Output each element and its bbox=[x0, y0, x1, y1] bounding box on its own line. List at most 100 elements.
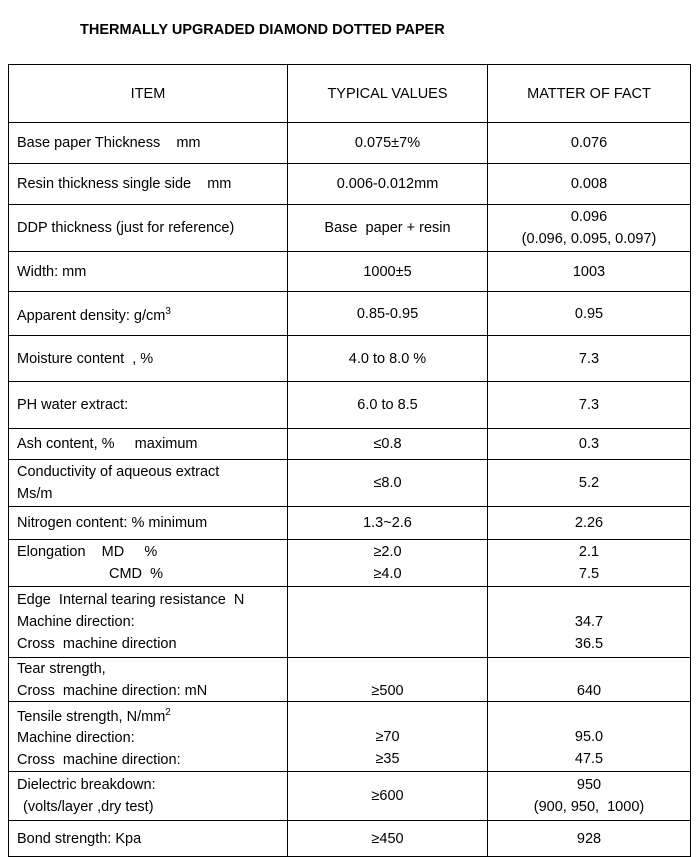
cell: 1.3~2.6 bbox=[287, 506, 488, 540]
cell-lines: Resin thickness single side mm bbox=[9, 164, 287, 204]
cell-lines: 7.3 bbox=[488, 336, 690, 381]
cell bbox=[287, 586, 488, 658]
cell: 0.3 bbox=[487, 428, 691, 460]
title: THERMALLY UPGRADED DIAMOND DOTTED PAPER bbox=[80, 22, 445, 38]
cell-text: DDP thickness (just for reference) bbox=[17, 220, 235, 236]
table-row: DDP thickness (just for reference) Base p… bbox=[8, 204, 691, 252]
cell: Nitrogen content: % minimum bbox=[8, 506, 288, 540]
cell: ≤0.8 bbox=[287, 428, 488, 460]
cell-text: Tear strength, bbox=[17, 660, 106, 677]
cell-lines: 0.006-0.012mm bbox=[288, 164, 487, 204]
cell-text: 2.1 bbox=[578, 544, 600, 560]
table-row: Base paper Thickness mm 0.075±7% 0.076 bbox=[8, 122, 691, 164]
cell: 6.0 to 8.5 bbox=[287, 381, 488, 429]
blank-line bbox=[488, 704, 690, 726]
table-row: Elongation MD % CMD % ≥2.0 ≥4.0 2.1 7.5 bbox=[8, 539, 691, 587]
blank-line bbox=[288, 704, 487, 726]
cell-text: ≥70 bbox=[375, 728, 400, 745]
blank-line bbox=[488, 589, 690, 611]
cell-text: Apparent density: g/cm3 bbox=[9, 301, 287, 327]
cell-text: 5.2 bbox=[578, 475, 600, 491]
cell-lines: Apparent density: g/cm3 bbox=[9, 292, 287, 335]
cell: ≥600 bbox=[287, 771, 488, 821]
cell: 7.3 bbox=[487, 381, 691, 429]
cell-text: PH water extract: bbox=[17, 397, 129, 413]
cell-text: 0.076 bbox=[570, 135, 608, 151]
cell-text: 0.85-0.95 bbox=[356, 305, 419, 322]
cell: 5.2 bbox=[487, 459, 691, 507]
cell-lines: 1000±5 bbox=[288, 252, 487, 291]
blank-line bbox=[288, 658, 487, 680]
cell-text: ≥4.0 bbox=[373, 566, 402, 582]
cell-lines bbox=[288, 587, 487, 657]
cell-lines: ≥600 bbox=[288, 772, 487, 820]
cell-lines: ≥2.0 ≥4.0 bbox=[288, 540, 487, 586]
cell-lines: Bond strength: Kpa bbox=[9, 821, 287, 856]
cell: 7.3 bbox=[487, 335, 691, 382]
cell-text: 0.008 bbox=[570, 176, 608, 192]
cell: Resin thickness single side mm bbox=[8, 163, 288, 205]
cell-lines: 2.1 7.5 bbox=[488, 540, 690, 586]
superscript: 2 bbox=[165, 707, 171, 718]
cell: ≥450 bbox=[287, 820, 488, 857]
table-row: Moisture content , % 4.0 to 8.0 % 7.3 bbox=[8, 335, 691, 382]
cell-lines: Elongation MD % CMD % bbox=[9, 540, 287, 586]
cell: ≥2.0 ≥4.0 bbox=[287, 539, 488, 587]
cell-text: 4.0 to 8.0 % bbox=[348, 350, 427, 367]
cell-text: Ash content, % maximum bbox=[17, 436, 198, 452]
cell: 0.006-0.012mm bbox=[287, 163, 488, 205]
cell: 0.85-0.95 bbox=[287, 291, 488, 336]
cell-lines: 0.076 bbox=[488, 123, 690, 163]
cell: 0.096 (0.096, 0.095, 0.097) bbox=[487, 204, 691, 252]
cell-lines: 7.3 bbox=[488, 382, 690, 428]
cell-text: 47.5 bbox=[574, 750, 604, 767]
table-row: Ash content, % maximum ≤0.8 0.3 bbox=[8, 428, 691, 460]
cell-text: 95.0 bbox=[574, 728, 604, 745]
cell-text: 0.006-0.012mm bbox=[336, 176, 439, 192]
cell: 0.95 bbox=[487, 291, 691, 336]
cell-lines: ≥500 bbox=[288, 658, 487, 701]
cell-text: (900, 950, 1000) bbox=[533, 799, 645, 815]
cell-lines: 2.26 bbox=[488, 507, 690, 539]
column-header: MATTER OF FACT bbox=[487, 64, 691, 123]
cell-text: (0.096, 0.095, 0.097) bbox=[521, 231, 657, 247]
cell: Base paper + resin bbox=[287, 204, 488, 252]
cell-lines: 640 bbox=[488, 658, 690, 701]
cell-lines: Nitrogen content: % minimum bbox=[9, 507, 287, 539]
cell-text: ≥2.0 bbox=[373, 544, 402, 560]
cell: 1003 bbox=[487, 251, 691, 292]
cell-text: 0.3 bbox=[578, 436, 600, 452]
cell-text: 34.7 bbox=[574, 614, 604, 630]
table-row: Resin thickness single side mm 0.006-0.01… bbox=[8, 163, 691, 205]
spec-table: ITEM TYPICAL VALUES MATTER OF FACT Base pa… bbox=[8, 64, 691, 857]
cell-lines: Base paper Thickness mm bbox=[9, 123, 287, 163]
cell-text: Width: mm bbox=[17, 263, 87, 280]
column-header: TYPICAL VALUES bbox=[287, 64, 488, 123]
cell-text: Bond strength: Kpa bbox=[17, 830, 142, 847]
cell-text: Nitrogen content: % minimum bbox=[17, 515, 208, 531]
cell-text: Base paper Thickness mm bbox=[17, 135, 201, 151]
cell-text: 640 bbox=[576, 682, 602, 699]
cell: 34.7 36.5 bbox=[487, 586, 691, 658]
cell-text: Cross machine direction bbox=[17, 636, 177, 652]
cell-lines: 1.3~2.6 bbox=[288, 507, 487, 539]
cell-text: 7.3 bbox=[578, 397, 600, 413]
cell-text: ≥35 bbox=[375, 750, 400, 767]
cell-lines: 6.0 to 8.5 bbox=[288, 382, 487, 428]
cell-lines: 4.0 to 8.0 % bbox=[288, 336, 487, 381]
table-row: Nitrogen content: % minimum 1.3~2.6 2.26 bbox=[8, 506, 691, 540]
cell-text: 1.3~2.6 bbox=[363, 515, 412, 531]
cell: 0.076 bbox=[487, 122, 691, 164]
cell-lines: Edge Internal tearing resistance N Machin… bbox=[9, 587, 287, 657]
cell: Dielectric breakdown: (volts/layer ,dry t… bbox=[8, 771, 288, 821]
cell-lines: 0.85-0.95 bbox=[288, 292, 487, 335]
cell-lines: ≥70 ≥35 bbox=[288, 702, 487, 771]
header-row: ITEM TYPICAL VALUES MATTER OF FACT bbox=[8, 64, 691, 123]
superscript: 3 bbox=[165, 305, 171, 317]
cell-text: Elongation MD % bbox=[17, 544, 158, 560]
cell: Apparent density: g/cm3 bbox=[8, 291, 288, 336]
table-row: PH water extract: 6.0 to 8.5 7.3 bbox=[8, 381, 691, 429]
cell-text: 0.075±7% bbox=[354, 135, 421, 151]
cell-lines: 95.0 47.5 bbox=[488, 702, 690, 771]
cell-text: 0.096 bbox=[570, 209, 608, 225]
